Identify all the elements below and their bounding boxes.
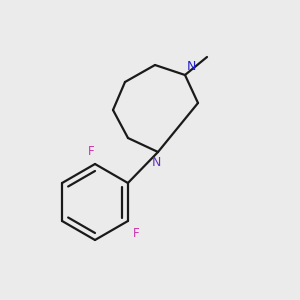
- Text: F: F: [88, 145, 94, 158]
- Text: F: F: [133, 227, 140, 240]
- Text: N: N: [187, 60, 196, 73]
- Text: N: N: [151, 156, 161, 169]
